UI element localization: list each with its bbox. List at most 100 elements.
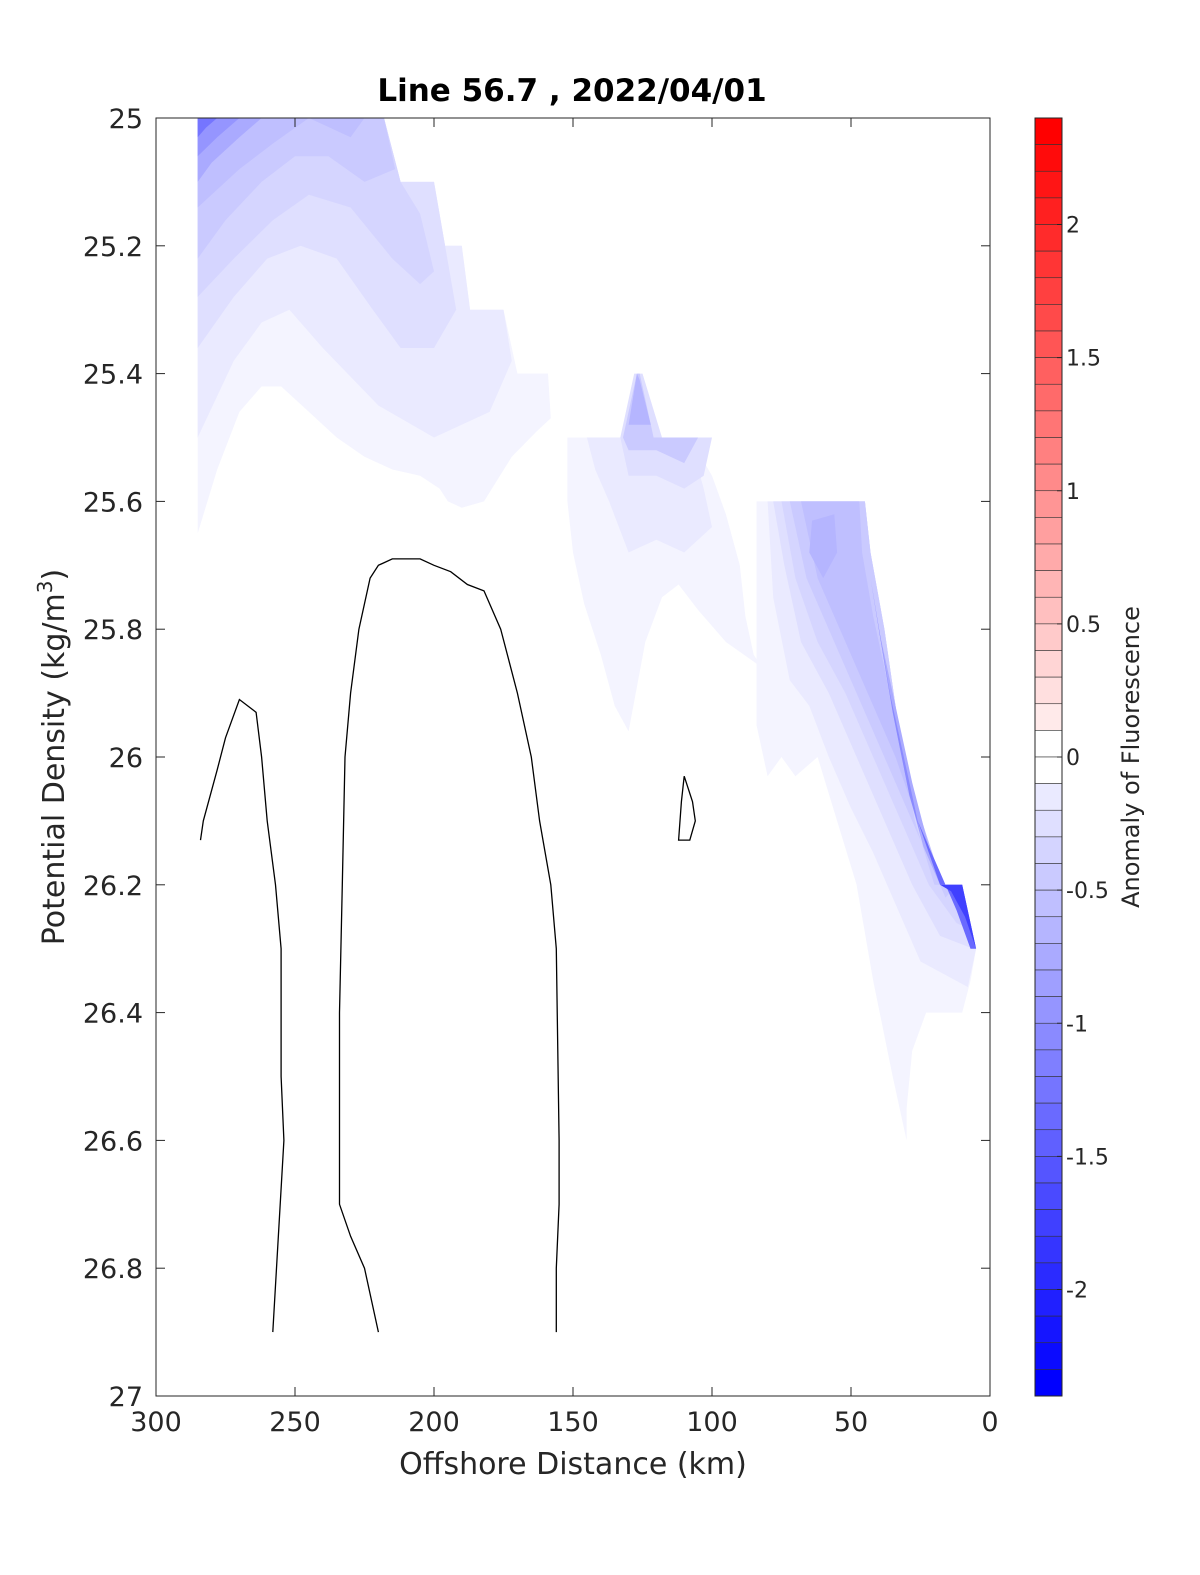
colorbar-swatch <box>1034 437 1063 465</box>
colorbar-swatch <box>1034 224 1063 252</box>
y-tick-label: 26 <box>109 743 143 774</box>
colorbar-swatch <box>1034 916 1063 944</box>
anomaly-region <box>801 501 935 860</box>
x-tick-label: 250 <box>269 1407 321 1438</box>
anomaly-region <box>197 118 240 157</box>
y-axis-label-superscript: 3 <box>33 580 57 593</box>
y-axis-label-close: ) <box>37 569 72 581</box>
colorbar-swatch <box>1034 170 1063 199</box>
colorbar-tick-label: 1 <box>1066 480 1080 505</box>
colorbar-swatch <box>1034 570 1063 598</box>
colorbar-tick-label: 1.5 <box>1066 347 1101 372</box>
colorbar-swatch <box>1034 277 1063 305</box>
colorbar-swatch <box>1034 1182 1063 1210</box>
colorbar-swatch <box>1034 490 1063 518</box>
contour-line <box>677 775 696 841</box>
x-tick-label: 100 <box>686 1407 738 1438</box>
colorbar-swatch <box>1034 517 1063 545</box>
negative-anomaly-fill <box>197 118 977 1141</box>
colorbar-swatch <box>1034 1262 1063 1290</box>
chart-title: Line 56.7 , 2022/04/01 <box>377 73 766 109</box>
colorbar-swatch <box>1034 1315 1063 1344</box>
colorbar-tick-label: -1.5 <box>1066 1145 1109 1170</box>
anomaly-region <box>197 118 365 208</box>
y-axis-label: Potential Density (kg/m3) <box>33 569 72 945</box>
y-tick-label: 25.8 <box>83 615 143 646</box>
x-axis-label: Offshore Distance (km) <box>399 1447 747 1482</box>
colorbar-swatch <box>1034 996 1063 1024</box>
y-tick-label: 27 <box>109 1382 143 1413</box>
colorbar-tick-label: -2 <box>1066 1279 1088 1304</box>
colorbar: 2 1.5 1 0.5 0 -0.5 -1 -1.5 -2 <box>1034 117 1109 1397</box>
colorbar-tick-label: 0 <box>1066 746 1080 771</box>
colorbar-swatch <box>1034 756 1063 784</box>
colorbar-swatch <box>1034 863 1063 891</box>
x-tick-label: 150 <box>547 1407 599 1438</box>
y-tick-label: 25 <box>109 104 143 135</box>
y-axis-tick-labels: 25 25.2 25.4 25.6 25.8 26 26.2 26.4 26.6 26.8 27 <box>83 104 143 1413</box>
anomaly-region <box>940 884 977 949</box>
colorbar-swatch <box>1034 1235 1063 1264</box>
colorbar-swatch <box>1034 809 1063 838</box>
colorbar-tick-label: 2 <box>1066 214 1080 239</box>
colorbar-swatch <box>1034 1022 1063 1051</box>
contour-lines <box>199 558 696 1333</box>
colorbar-swatch <box>1034 117 1063 145</box>
colorbar-swatch <box>1034 1102 1063 1131</box>
x-tick-label: 300 <box>130 1407 182 1438</box>
y-tick-label: 25.4 <box>83 360 143 391</box>
y-tick-label: 26.6 <box>83 1126 143 1157</box>
colorbar-swatch <box>1034 1342 1063 1370</box>
x-tick-label: 50 <box>834 1407 868 1438</box>
colorbar-swatch <box>1034 1289 1063 1317</box>
colorbar-swatch <box>1034 783 1063 811</box>
colorbar-label: Anomaly of Fluorescence <box>1117 606 1145 908</box>
x-axis-tick-labels: 300 250 200 150 100 50 0 <box>130 1407 998 1438</box>
colorbar-swatch <box>1034 304 1063 332</box>
plot-area <box>155 117 991 1397</box>
colorbar-swatch <box>1034 383 1063 412</box>
colorbar-swatch <box>1034 410 1063 438</box>
colorbar-swatch <box>1034 1076 1063 1104</box>
y-tick-label: 26.8 <box>83 1254 143 1285</box>
anomaly-region <box>197 118 218 138</box>
colorbar-swatch <box>1034 330 1063 358</box>
contour-line <box>199 698 285 1333</box>
colorbar-swatch <box>1034 836 1063 864</box>
y-axis-label-main: Potential Density (kg/m <box>37 593 72 945</box>
colorbar-swatch <box>1034 596 1063 625</box>
y-tick-label: 26.4 <box>83 999 143 1030</box>
colorbar-tick-label: -0.5 <box>1066 879 1109 904</box>
colorbar-swatch <box>1034 463 1063 492</box>
colorbar-swatches <box>1034 117 1063 1397</box>
colorbar-swatch <box>1034 1369 1063 1397</box>
axis-ticks <box>155 117 991 1397</box>
colorbar-swatch <box>1034 1156 1063 1184</box>
colorbar-swatch <box>1034 943 1063 971</box>
colorbar-swatch <box>1034 144 1063 172</box>
colorbar-swatch <box>1034 730 1063 758</box>
colorbar-swatch <box>1034 1209 1063 1237</box>
colorbar-swatch <box>1034 889 1063 918</box>
colorbar-swatch <box>1034 543 1063 571</box>
colorbar-swatch <box>1034 703 1063 731</box>
colorbar-swatch <box>1034 623 1063 651</box>
colorbar-tick-label: -1 <box>1066 1012 1088 1037</box>
colorbar-swatch <box>1034 250 1063 279</box>
y-tick-label: 25.6 <box>83 487 143 518</box>
x-tick-label: 200 <box>408 1407 460 1438</box>
colorbar-swatch <box>1034 1049 1063 1077</box>
colorbar-swatch <box>1034 1129 1063 1157</box>
colorbar-swatch <box>1034 676 1063 705</box>
anomaly-region <box>809 514 838 579</box>
anomaly-region <box>628 373 651 425</box>
x-tick-label: 0 <box>981 1407 998 1438</box>
y-tick-label: 26.2 <box>83 871 143 902</box>
colorbar-swatch <box>1034 357 1063 385</box>
y-tick-label: 25.2 <box>83 232 143 263</box>
colorbar-tick-label: 0.5 <box>1066 613 1101 638</box>
colorbar-swatch <box>1034 650 1063 678</box>
colorbar-ticks: 2 1.5 1 0.5 0 -0.5 -1 -1.5 -2 <box>1057 214 1109 1304</box>
colorbar-swatch <box>1034 197 1063 225</box>
